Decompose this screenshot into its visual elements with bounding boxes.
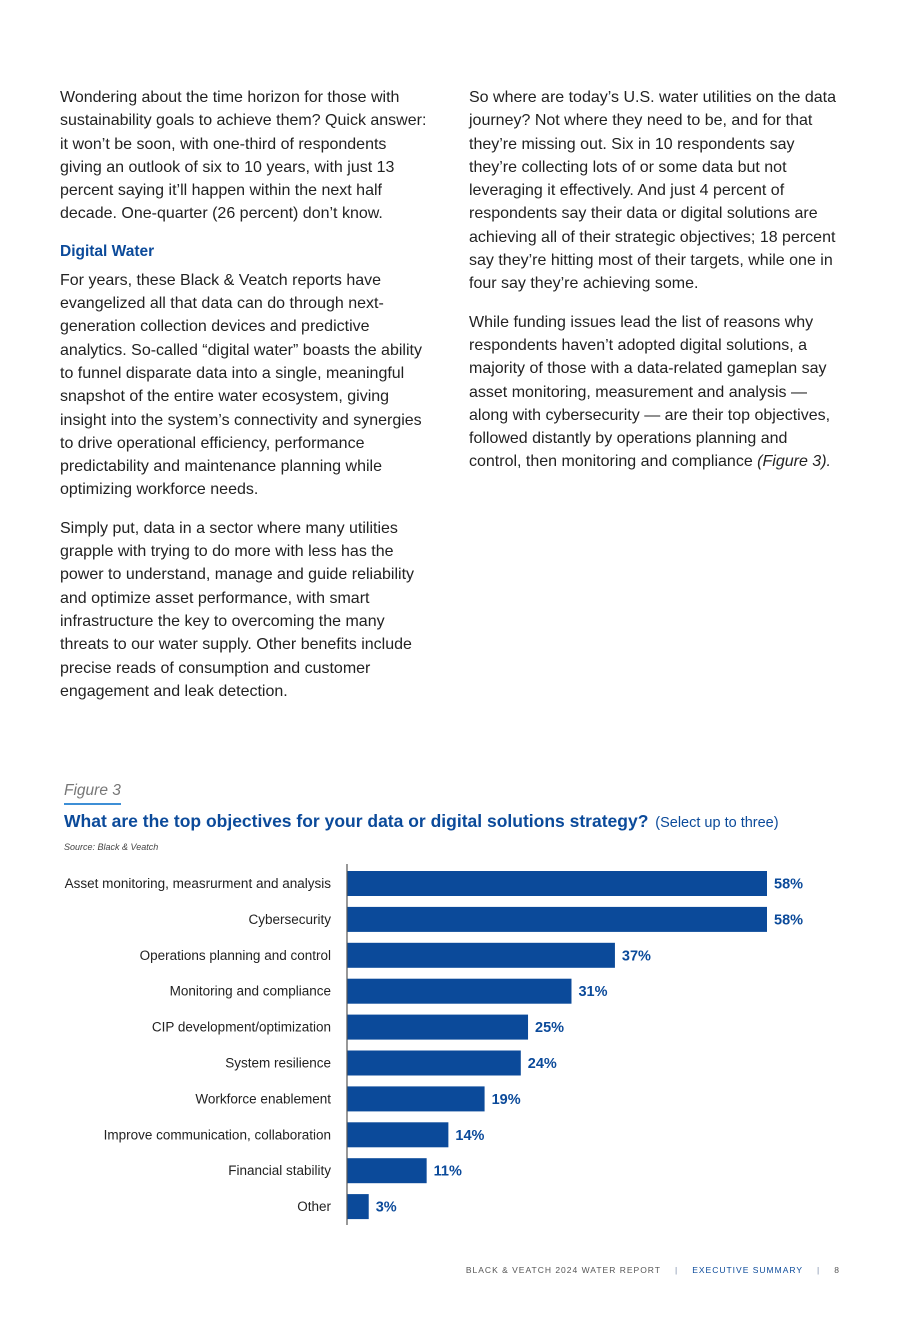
page-footer: BLACK & VEATCH 2024 WATER REPORT | EXECUTI… [466,1265,840,1275]
bar [347,871,767,896]
category-label: CIP development/optimization [152,1020,331,1035]
left-paragraph-2: For years, these Black & Veatch reports … [60,271,422,499]
value-label: 3% [376,1200,397,1216]
figure-title: What are the top objectives for your dat… [64,811,779,832]
bar [347,1050,521,1076]
value-label: 11% [434,1164,462,1180]
footer-section-name: EXECUTIVE SUMMARY [692,1265,804,1275]
value-label: 58% [774,912,803,928]
category-label: Other [297,1199,331,1214]
value-label: 25% [535,1020,564,1036]
value-label: 19% [492,1092,521,1108]
right-paragraph-1: So where are today’s U.S. water utilitie… [469,89,837,293]
value-label: 31% [578,984,607,1000]
footer-report-name: BLACK & VEATCH 2024 WATER REPORT [465,1265,661,1275]
footer-separator-1: | [674,1265,679,1275]
section-heading-digital-water: Digital Water [60,242,155,260]
category-label: Financial stability [228,1163,331,1178]
bar [347,1122,449,1148]
left-column: Wondering about the time horizon for tho… [60,86,430,718]
bar [347,1158,427,1184]
figure-title-note: (Select up to three) [655,815,779,831]
bar [347,1086,485,1112]
bar [347,978,572,1004]
category-label: Asset monitoring, measrurment and analys… [65,876,332,891]
category-label: Operations planning and control [140,948,331,963]
category-label: Workforce enablement [195,1091,331,1106]
value-label: 37% [622,948,651,964]
value-label: 14% [455,1128,484,1144]
value-label: 24% [528,1056,557,1072]
left-paragraph-3: Simply put, data in a sector where many … [60,519,415,700]
footer-separator-2: | [817,1265,821,1275]
footer-page-number: 8 [834,1265,840,1275]
category-label: Cybersecurity [248,912,331,927]
figure-label: Figure 3 [64,782,121,805]
category-label: System resilience [225,1056,331,1071]
category-label: Improve communication, collaboration [104,1127,331,1142]
right-column: So where are today’s U.S. water utilitie… [469,86,839,489]
left-paragraph-1: Wondering about the time horizon for tho… [60,89,427,223]
right-paragraph-2: While funding issues lead the list of re… [469,311,839,474]
bar [347,906,767,932]
bar [347,1194,369,1220]
value-label: 58% [774,877,803,893]
bar [347,942,615,968]
figure-source: Source: Black & Veatch [64,842,159,852]
objectives-bar-chart: Asset monitoring, measrurment and analys… [65,864,803,1225]
figure-reference: (Figure 3). [757,453,831,471]
figure-title-text: What are the top objectives for your dat… [64,811,649,831]
right-paragraph-2-text: While funding issues lead the list of re… [469,313,831,471]
category-label: Monitoring and compliance [170,984,331,999]
bar [347,1014,529,1040]
